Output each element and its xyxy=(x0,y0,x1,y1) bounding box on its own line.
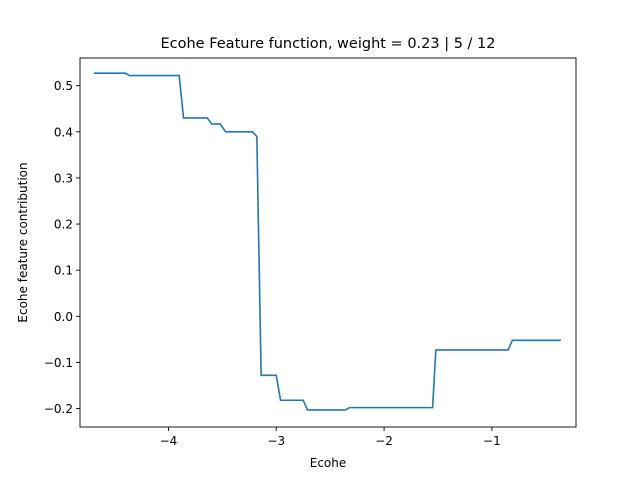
y-axis: −0.2 −0.1 0.0 0.1 0.2 0.3 0.4 0.5 xyxy=(44,79,80,416)
series-line xyxy=(94,72,561,411)
y-tick-label: 0.3 xyxy=(54,171,73,185)
y-tick-label: 0.5 xyxy=(54,79,73,93)
y-tick-label: 0.4 xyxy=(54,125,73,139)
plot-area xyxy=(94,72,561,411)
x-tick-label: −2 xyxy=(375,434,393,448)
y-tick-label: 0.1 xyxy=(54,264,73,278)
axes-frame xyxy=(79,57,577,428)
x-axis: −4 −3 −2 −1 xyxy=(160,427,501,448)
x-tick-label: −4 xyxy=(160,434,178,448)
y-tick-label: 0.2 xyxy=(54,218,73,232)
x-tick-label: −1 xyxy=(483,434,501,448)
y-tick-label: −0.1 xyxy=(44,356,73,370)
y-tick-label: 0.0 xyxy=(54,310,73,324)
x-tick-label: −3 xyxy=(267,434,285,448)
y-tick-label: −0.2 xyxy=(44,402,73,416)
y-axis-label: Ecohe feature contribution xyxy=(16,162,30,322)
x-axis-label: Ecohe xyxy=(310,456,347,470)
chart-title: Ecohe Feature function, weight = 0.23 | … xyxy=(160,36,495,52)
